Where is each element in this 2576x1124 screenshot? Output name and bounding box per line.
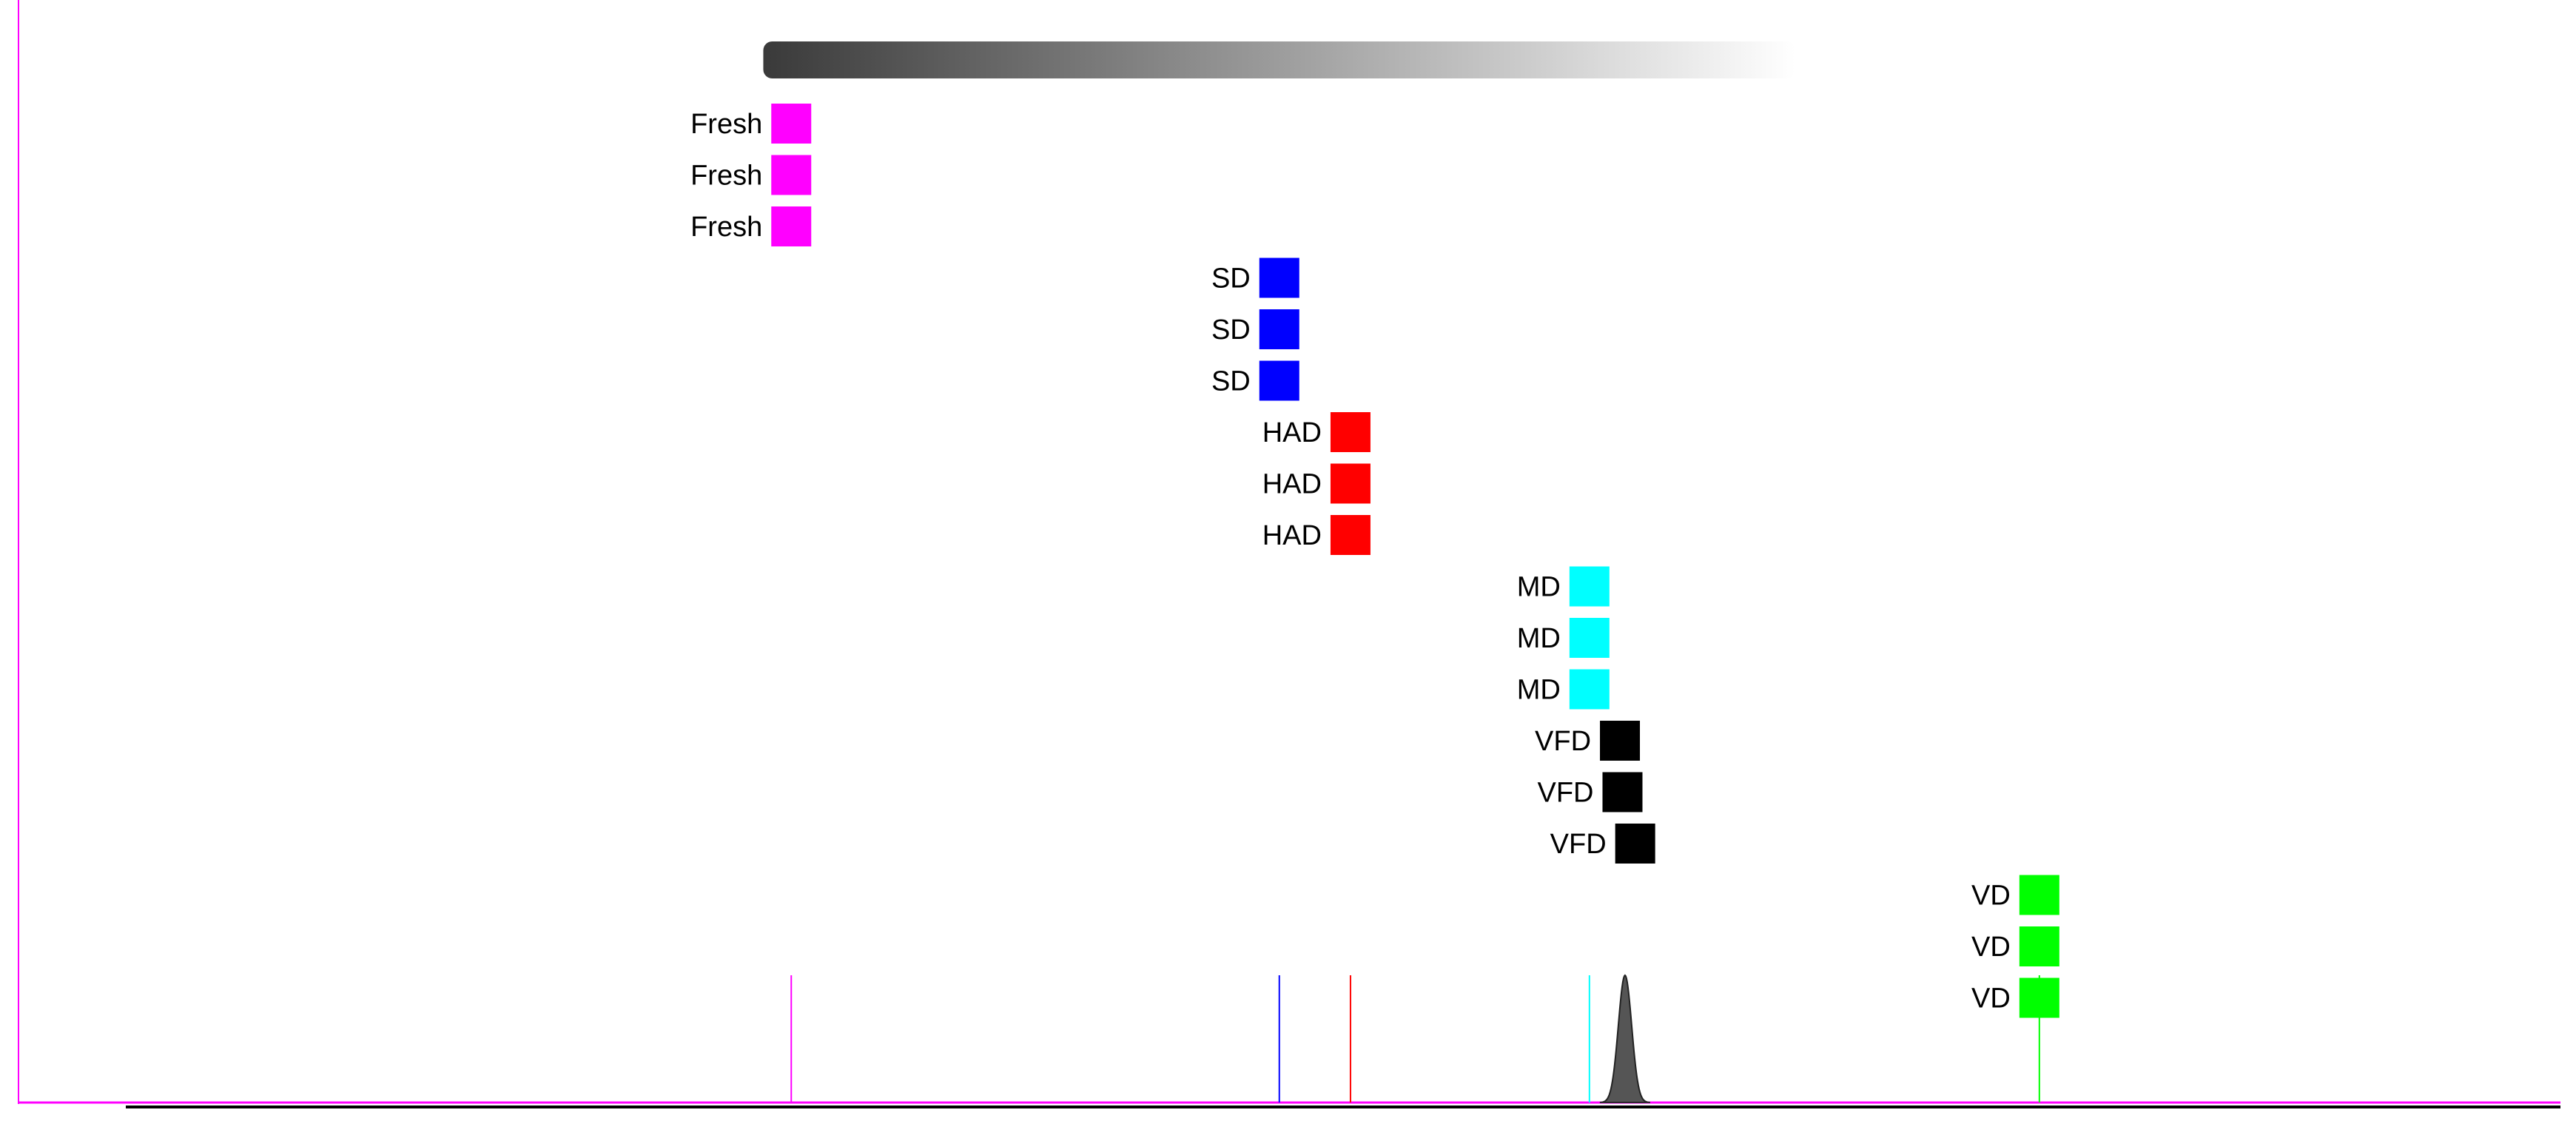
marker-label-had-3: HAD: [1262, 520, 1322, 551]
marker-vd-3: [2019, 977, 2059, 1018]
marker-fresh-2: [771, 155, 812, 195]
marker-md-1: [1569, 566, 1610, 607]
marker-label-md-3: MD: [1517, 675, 1561, 706]
marker-md-2: [1569, 618, 1610, 658]
marker-had-2: [1330, 463, 1371, 504]
marker-label-fresh-1: Fresh: [690, 109, 762, 140]
marker-vd-2: [2019, 926, 2059, 966]
marker-label-had-1: HAD: [1262, 417, 1322, 448]
marker-vfd-3: [1615, 824, 1655, 864]
marker-label-vfd-3: VFD: [1550, 829, 1607, 860]
marker-fresh-1: [771, 104, 812, 144]
marker-sd-3: [1259, 360, 1299, 401]
marker-label-vd-1: VD: [1971, 881, 2011, 912]
marker-label-vfd-1: VFD: [1535, 726, 1591, 757]
marker-vfd-2: [1602, 772, 1643, 812]
marker-fresh-3: [771, 206, 812, 246]
marker-label-md-1: MD: [1517, 572, 1561, 603]
marker-label-sd-2: SD: [1211, 314, 1251, 346]
marker-vfd-1: [1600, 721, 1641, 761]
marker-had-1: [1330, 412, 1371, 452]
peak-curve: [1599, 974, 1650, 1103]
marker-label-vd-3: VD: [1971, 983, 2011, 1014]
marker-label-vd-2: VD: [1971, 932, 2011, 963]
marker-label-sd-1: SD: [1211, 263, 1251, 295]
marker-sd-1: [1259, 258, 1299, 298]
marker-vd-1: [2019, 875, 2059, 915]
marker-md-3: [1569, 669, 1610, 710]
marker-label-vfd-2: VFD: [1537, 778, 1593, 809]
marker-had-3: [1330, 515, 1371, 555]
marker-label-had-2: HAD: [1262, 469, 1322, 500]
gradient-bar: [763, 41, 1796, 78]
marker-label-md-2: MD: [1517, 623, 1561, 654]
marker-label-fresh-3: Fresh: [690, 212, 762, 243]
marker-sd-2: [1259, 309, 1299, 349]
marker-label-fresh-2: Fresh: [690, 161, 762, 192]
marker-label-sd-3: SD: [1211, 366, 1251, 397]
